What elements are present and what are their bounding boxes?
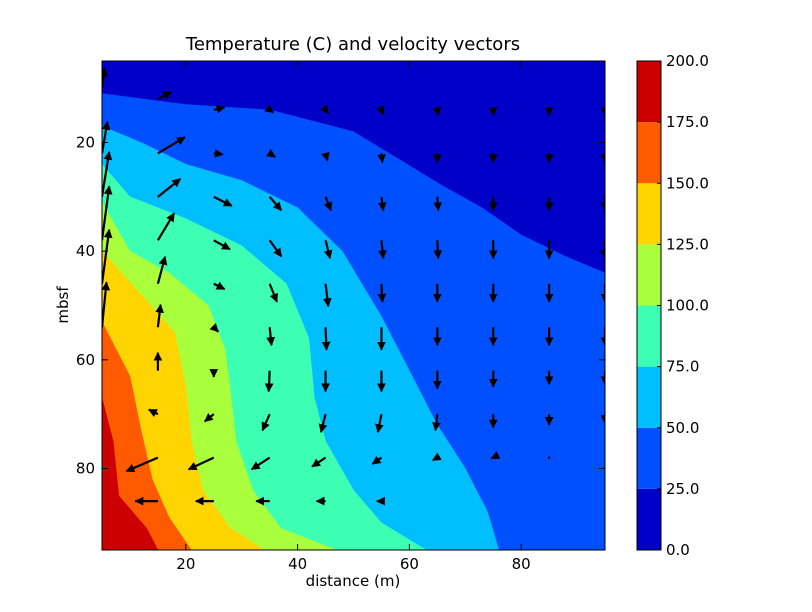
velocity-arrow — [266, 148, 276, 158]
velocity-arrow — [432, 414, 441, 432]
colorbar-segment — [637, 366, 661, 428]
velocity-arrow — [432, 106, 442, 117]
x-tick-label: 80 — [512, 555, 531, 573]
velocity-arrow — [102, 120, 111, 154]
colorbar-tick-label: 200.0 — [666, 52, 709, 70]
velocity-arrow — [155, 303, 165, 328]
velocity-arrow — [209, 323, 220, 333]
velocity-arrow — [321, 327, 331, 351]
x-axis-ticks: 20 40 60 80 — [176, 61, 531, 573]
velocity-arrow — [264, 370, 274, 393]
velocity-arrow — [261, 413, 271, 432]
velocity-arrow — [250, 456, 271, 471]
velocity-arrow — [102, 228, 113, 284]
velocity-arrow — [157, 90, 173, 101]
x-tick-label: 40 — [288, 555, 307, 573]
velocity-arrow — [319, 104, 330, 115]
plot-area — [102, 61, 605, 550]
x-axis-label: distance (m) — [306, 572, 401, 590]
velocity-arrow — [377, 196, 387, 212]
velocity-arrow — [157, 136, 186, 155]
colorbar-tick-label: 0.0 — [666, 541, 690, 559]
colorbar-segment — [637, 488, 661, 550]
velocity-arrow — [102, 150, 113, 198]
velocity-arrow — [156, 212, 176, 241]
velocity-arrow — [321, 151, 330, 162]
velocity-arrow — [433, 240, 443, 260]
colorbar-tick-label: 100.0 — [666, 297, 709, 315]
velocity-arrow — [377, 283, 387, 303]
velocity-arrow — [156, 255, 168, 285]
colorbar-tick-label: 150.0 — [666, 174, 709, 192]
velocity-arrow — [157, 177, 182, 198]
velocity-arrow — [318, 413, 328, 434]
velocity-arrow — [376, 105, 385, 116]
velocity-arrow — [125, 456, 159, 473]
velocity-arrow — [311, 456, 327, 468]
velocity-arrow — [375, 413, 384, 434]
y-tick-label: 60 — [76, 351, 95, 369]
colorbar-segment — [637, 305, 661, 367]
velocity-arrow — [268, 196, 283, 212]
velocity-arrow — [433, 196, 443, 212]
y-axis-ticks: 20 40 60 80 — [76, 134, 605, 478]
velocity-arrow — [322, 283, 332, 308]
colorbar-segment — [637, 427, 661, 489]
chart-title: Temperature (C) and velocity vectors — [185, 34, 520, 55]
colorbar-segment — [637, 61, 661, 123]
velocity-arrow — [268, 239, 283, 258]
colorbar-tick-label: 25.0 — [666, 480, 699, 498]
velocity-arrow — [213, 195, 233, 207]
velocity-arrow — [377, 153, 386, 164]
velocity-arrow — [432, 452, 442, 462]
x-tick-label: 20 — [176, 555, 195, 573]
velocity-arrow — [213, 149, 224, 158]
velocity-arrow — [490, 451, 501, 460]
x-tick-label: 60 — [400, 555, 419, 573]
y-tick-label: 20 — [76, 134, 95, 152]
velocity-arrow — [102, 185, 113, 241]
velocity-arrow — [204, 412, 215, 423]
y-axis-label: mbsf — [54, 286, 72, 324]
velocity-arrow — [213, 239, 231, 251]
velocity-arrow — [266, 327, 276, 347]
velocity-vectors — [102, 67, 605, 506]
plot-frame — [101, 60, 606, 551]
y-tick-label: 80 — [76, 460, 95, 478]
colorbar-segment — [637, 244, 661, 306]
y-tick-label: 40 — [76, 242, 95, 260]
colorbar-tick-label: 175.0 — [666, 113, 709, 131]
colorbar-tick-label: 50.0 — [666, 419, 699, 437]
velocity-arrow — [268, 283, 279, 303]
velocity-arrow — [102, 281, 111, 328]
colorbar-segment — [637, 183, 661, 245]
contour-band-150 — [102, 321, 192, 550]
velocity-arrow — [323, 196, 333, 212]
contour-fills — [102, 61, 605, 550]
velocity-arrow — [323, 240, 333, 260]
contour-band-175 — [102, 397, 159, 550]
colorbar-segment — [637, 122, 661, 184]
velocity-arrow — [264, 104, 274, 114]
velocity-arrow — [148, 408, 159, 418]
colorbar-tick-label: 125.0 — [666, 235, 709, 253]
colorbar-tick-label: 75.0 — [666, 358, 699, 376]
velocity-arrow — [187, 456, 215, 471]
velocity-arrow — [213, 104, 226, 114]
velocity-arrow — [371, 455, 383, 465]
colorbar: 0.0 25.0 50.0 75.0 100.0 125.0 150.0 175.0 200.0 — [636, 52, 709, 559]
velocity-arrow — [213, 281, 226, 291]
velocity-arrow — [547, 456, 551, 459]
velocity-arrow — [378, 240, 387, 260]
